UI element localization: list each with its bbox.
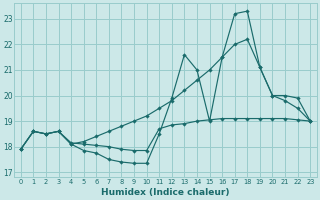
X-axis label: Humidex (Indice chaleur): Humidex (Indice chaleur) — [101, 188, 230, 197]
